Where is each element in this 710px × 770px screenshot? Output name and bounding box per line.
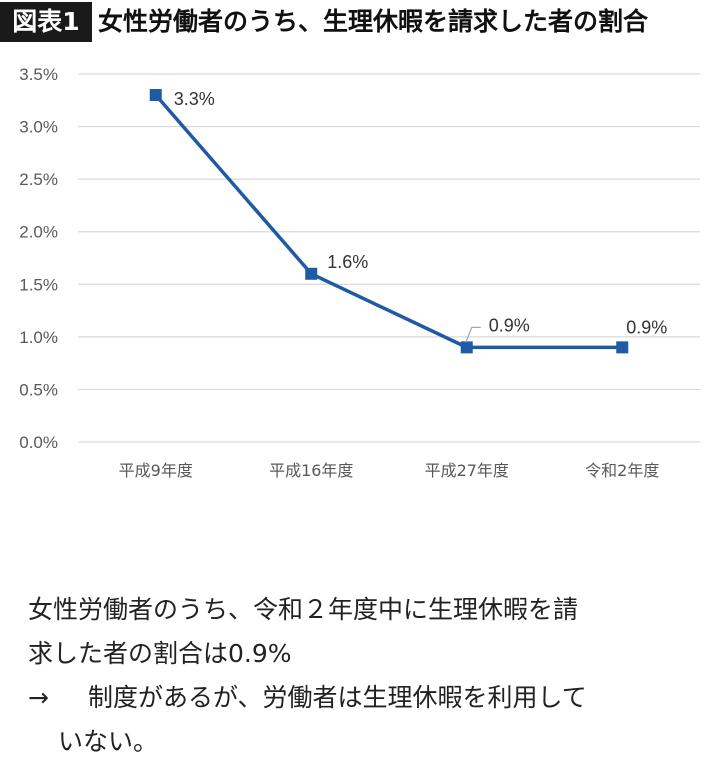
y-tick-label: 3.5% <box>19 65 58 84</box>
header: 図表1 女性労働者のうち、生理休暇を請求した者の割合 <box>0 0 710 50</box>
x-tick-label: 令和2年度 <box>585 461 659 480</box>
data-label: 0.9% <box>489 315 530 335</box>
note-line-2: 求した者の割合は0.9% <box>28 639 292 668</box>
explanation-note: 女性労働者のうち、令和２年度中に生理休暇を請 求した者の割合は0.9% → 制度が… <box>28 588 698 764</box>
arrow-right-icon: → <box>28 683 49 712</box>
note-line-3: 制度があるが、労働者は生理休暇を利用して <box>88 683 587 712</box>
x-axis-tick-labels: 平成9年度 平成16年度 平成27年度 令和2年度 <box>119 461 660 480</box>
line-chart: 0.0%0.5%1.0%1.5%2.0%2.5%3.0%3.5% 平成9年度 平成… <box>19 65 700 480</box>
gridlines <box>78 73 700 443</box>
note-line-4: いない。 <box>58 727 159 756</box>
y-tick-label: 0.0% <box>19 433 58 452</box>
data-point-marker <box>149 89 162 102</box>
data-label: 0.9% <box>626 317 667 337</box>
note-conclusion: → 制度があるが、労働者は生理休暇を利用して <box>28 676 698 720</box>
figure-badge: 図表1 <box>0 2 92 42</box>
y-tick-label: 1.5% <box>19 275 58 294</box>
data-label: 1.6% <box>327 252 368 272</box>
x-tick-label: 平成16年度 <box>269 461 353 480</box>
chart-title: 女性労働者のうち、生理休暇を請求した者の割合 <box>98 7 649 36</box>
data-label: 3.3% <box>174 89 215 109</box>
y-tick-label: 3.0% <box>19 118 58 137</box>
plot-area: 3.3% 1.6% 0.9% 0.9% <box>149 89 667 354</box>
x-tick-label: 平成27年度 <box>425 461 509 480</box>
note-line-1: 女性労働者のうち、令和２年度中に生理休暇を請 <box>28 595 579 624</box>
y-tick-label: 0.5% <box>19 380 58 399</box>
y-tick-label: 2.0% <box>19 223 58 242</box>
x-tick-label: 平成9年度 <box>119 461 193 480</box>
data-point-marker <box>460 341 473 354</box>
data-point-marker <box>616 341 629 354</box>
y-tick-label: 1.0% <box>19 328 58 347</box>
data-point-marker <box>305 267 318 280</box>
y-tick-label: 2.5% <box>19 170 58 189</box>
y-axis-tick-labels: 0.0% 0.5% 1.0% 1.5% 2.0% 2.5% 3.0% 3.5% <box>19 65 58 452</box>
label-leader-line <box>465 326 481 343</box>
series-line <box>154 93 623 350</box>
